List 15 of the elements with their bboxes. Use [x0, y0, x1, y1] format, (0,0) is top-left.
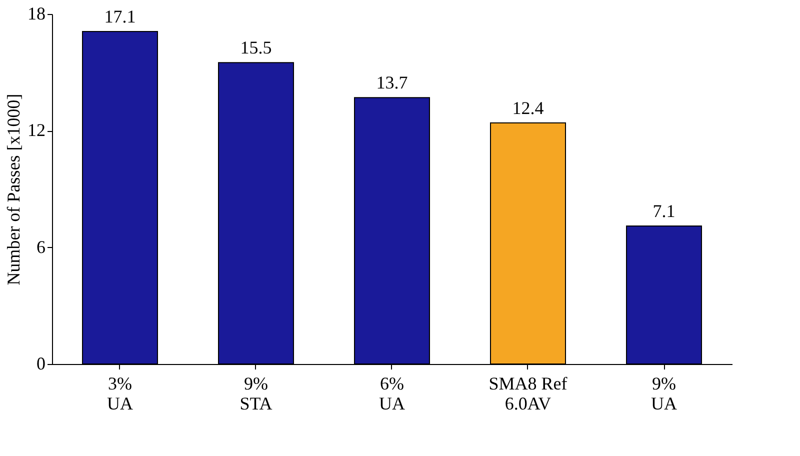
data-label: 17.1 [104, 6, 136, 26]
y-tick-label: 12 [28, 120, 46, 140]
y-tick-label: 0 [36, 354, 46, 374]
data-label: 13.7 [376, 72, 408, 93]
x-tick-label: SMA8 Ref 6.0AV [488, 374, 568, 414]
x-tick-label: 9% UA [651, 374, 677, 414]
y-tick-label: 18 [28, 4, 46, 24]
y-axis-title: Number of Passes [x1000] [4, 94, 24, 286]
data-label: 15.5 [240, 38, 272, 58]
x-tick-label: 3% UA [107, 374, 133, 414]
data-label: 7.1 [652, 200, 676, 221]
data-label: 12.4 [512, 98, 544, 118]
y-tick-label: 6 [36, 236, 46, 257]
x-tick-label: 9% STA [240, 374, 272, 414]
x-tick-label: 6% UA [379, 374, 405, 414]
